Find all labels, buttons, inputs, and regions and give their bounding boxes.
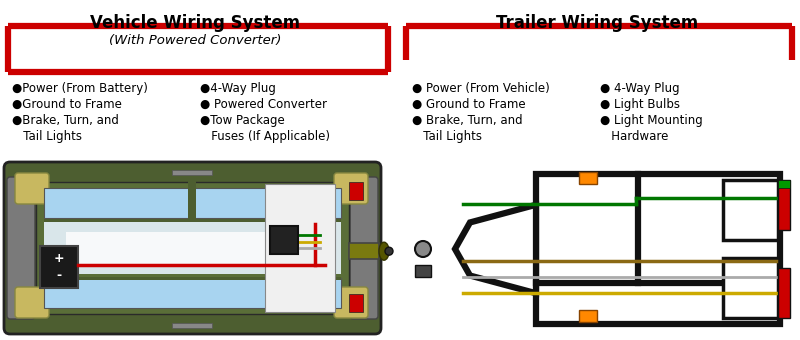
Bar: [349, 182, 363, 200]
Bar: [778, 180, 790, 230]
Bar: [723, 180, 778, 240]
Ellipse shape: [385, 247, 393, 255]
Text: Vehicle Wiring System: Vehicle Wiring System: [90, 14, 300, 32]
Bar: [415, 265, 431, 277]
Bar: [778, 180, 790, 188]
Bar: [579, 172, 597, 184]
FancyBboxPatch shape: [15, 287, 49, 318]
Text: Tail Lights: Tail Lights: [12, 130, 82, 143]
Text: ●Tow Package: ●Tow Package: [200, 114, 285, 127]
Bar: [188, 165, 196, 219]
Text: ● Light Mounting: ● Light Mounting: [600, 114, 702, 127]
Bar: [44, 222, 341, 274]
Text: ● Brake, Turn, and: ● Brake, Turn, and: [412, 114, 522, 127]
FancyBboxPatch shape: [7, 177, 35, 319]
Text: ●Power (From Battery): ●Power (From Battery): [12, 82, 148, 95]
Bar: [36, 182, 349, 314]
Text: ●Ground to Frame: ●Ground to Frame: [12, 98, 122, 111]
Bar: [270, 226, 298, 254]
Text: Hardware: Hardware: [600, 130, 668, 143]
Bar: [778, 268, 790, 318]
Text: ● Light Bulbs: ● Light Bulbs: [600, 98, 680, 111]
Bar: [44, 277, 341, 280]
Bar: [536, 174, 780, 324]
Text: ● 4-Way Plug: ● 4-Way Plug: [600, 82, 680, 95]
FancyBboxPatch shape: [350, 177, 378, 319]
Text: ● Ground to Frame: ● Ground to Frame: [412, 98, 526, 111]
Bar: [349, 243, 379, 259]
Bar: [579, 310, 597, 322]
FancyBboxPatch shape: [15, 173, 49, 204]
Bar: [44, 219, 341, 222]
Bar: [66, 232, 303, 264]
Text: ● Powered Converter: ● Powered Converter: [200, 98, 327, 111]
Bar: [172, 323, 212, 328]
Text: -: -: [57, 269, 62, 282]
Text: Fuses (If Applicable): Fuses (If Applicable): [200, 130, 330, 143]
FancyBboxPatch shape: [4, 162, 381, 334]
Text: Tail Lights: Tail Lights: [412, 130, 482, 143]
Bar: [44, 188, 341, 218]
Bar: [349, 294, 363, 312]
Bar: [723, 258, 778, 318]
Circle shape: [415, 241, 431, 257]
Bar: [172, 170, 212, 175]
Text: Trailer Wiring System: Trailer Wiring System: [496, 14, 698, 32]
Text: (With Powered Converter): (With Powered Converter): [109, 34, 281, 47]
Text: +: +: [54, 252, 64, 265]
Bar: [44, 278, 341, 308]
Text: ● Power (From Vehicle): ● Power (From Vehicle): [412, 82, 550, 95]
Ellipse shape: [379, 242, 389, 260]
Polygon shape: [455, 205, 536, 293]
FancyBboxPatch shape: [334, 287, 368, 318]
Text: ●4-Way Plug: ●4-Way Plug: [200, 82, 276, 95]
Bar: [265, 184, 335, 312]
Bar: [40, 246, 78, 288]
FancyBboxPatch shape: [334, 173, 368, 204]
Text: ●Brake, Turn, and: ●Brake, Turn, and: [12, 114, 119, 127]
